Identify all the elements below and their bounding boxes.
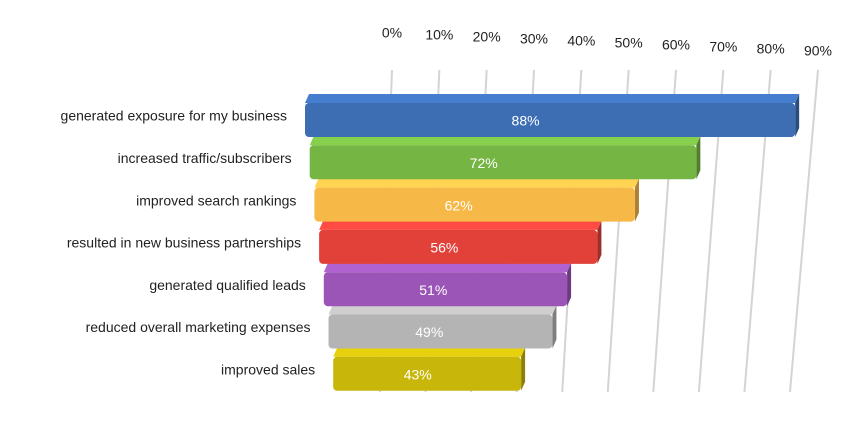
- bar-top-face: [305, 94, 800, 103]
- x-tick-label: 80%: [757, 41, 785, 57]
- category-label: reduced overall marketing expenses: [86, 319, 311, 335]
- bar: [333, 356, 522, 391]
- category-label: improved sales: [221, 362, 315, 378]
- category-label: resulted in new business partnerships: [67, 235, 301, 251]
- bar-group: [319, 220, 602, 264]
- x-tick-label: 70%: [709, 39, 737, 55]
- category-label: generated qualified leads: [149, 277, 305, 293]
- bar-group: [305, 94, 800, 137]
- bar-end-face: [597, 220, 602, 264]
- grid-line: [789, 69, 819, 393]
- bar-top-face: [319, 220, 602, 230]
- x-tick-label: 20%: [473, 29, 501, 45]
- x-tick-label: 0%: [382, 25, 402, 41]
- bar: [309, 145, 697, 180]
- bar-end-face: [521, 347, 526, 391]
- bar-end-face: [552, 305, 557, 349]
- bar: [323, 272, 568, 307]
- x-tick-label: 10%: [425, 27, 453, 43]
- bar-end-face: [634, 178, 639, 222]
- value-label: 88%: [512, 113, 540, 129]
- x-tick-label: 90%: [804, 43, 832, 59]
- bar-group: [309, 136, 701, 180]
- value-label: 72%: [470, 155, 498, 171]
- value-label: 49%: [415, 324, 443, 340]
- bar-end-face: [795, 94, 800, 137]
- value-label: 62%: [445, 197, 473, 213]
- bar-top-face: [323, 263, 572, 273]
- bar: [319, 229, 598, 264]
- x-tick-label: 30%: [520, 31, 548, 47]
- bar-top-face: [309, 136, 701, 146]
- bar: [314, 187, 635, 222]
- bar-group: [333, 347, 526, 391]
- bar-top-face: [333, 347, 526, 357]
- value-label: 43%: [404, 367, 432, 383]
- category-label: increased traffic/subscribers: [118, 150, 292, 166]
- value-label: 56%: [430, 240, 458, 256]
- x-tick-label: 40%: [567, 33, 595, 49]
- value-label: 51%: [419, 282, 447, 298]
- bar-group: [314, 178, 639, 222]
- bar: [305, 103, 796, 137]
- category-label: generated exposure for my business: [61, 108, 287, 124]
- x-tick-label: 60%: [662, 37, 690, 53]
- bar-end-face: [696, 136, 701, 180]
- bar-group: [323, 263, 572, 307]
- x-tick-label: 50%: [615, 35, 643, 51]
- bar-top-face: [328, 305, 557, 315]
- bar-top-face: [314, 178, 639, 188]
- category-label: improved search rankings: [136, 192, 296, 208]
- bar: [328, 314, 553, 349]
- bar-group: [328, 305, 557, 349]
- bar-end-face: [567, 263, 572, 307]
